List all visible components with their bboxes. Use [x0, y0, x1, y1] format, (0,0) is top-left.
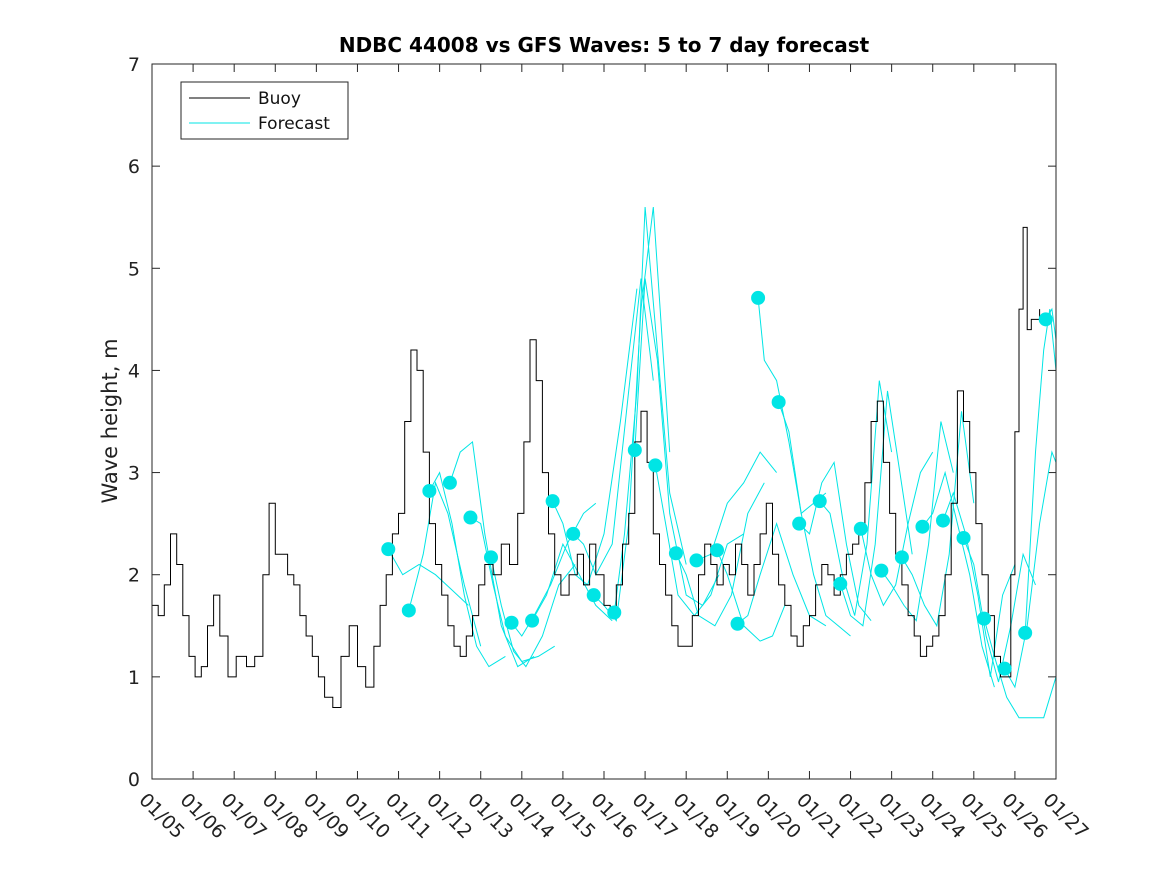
forecast-start-marker	[648, 458, 663, 473]
y-tick-label: 4	[128, 360, 140, 382]
forecast-series-line	[922, 470, 995, 688]
forecast-series-line	[449, 440, 535, 668]
forecast-start-marker	[792, 516, 807, 531]
forecast-start-marker	[874, 563, 889, 578]
forecast-series-line	[778, 401, 851, 637]
legend: Buoy Forecast	[180, 81, 349, 140]
plot-area	[152, 64, 1056, 779]
forecast-series-line	[860, 451, 934, 607]
forecast-start-marker	[504, 615, 519, 630]
forecast-series-line	[942, 491, 1016, 677]
forecast-start-marker	[915, 519, 930, 534]
forecast-start-marker	[607, 605, 622, 620]
forecast-start-marker	[751, 290, 766, 305]
forecast-start-marker	[977, 611, 992, 626]
y-axis: 0 1 2 3 4 5 6 7	[128, 54, 1056, 791]
forecast-series-line	[470, 517, 555, 663]
forecast-series-line	[798, 460, 872, 622]
forecast-start-marker	[1038, 312, 1053, 327]
forecast-start-marker	[566, 526, 581, 541]
forecast-start-marker	[668, 546, 683, 561]
forecast-start-marker	[730, 616, 745, 631]
forecast-series-line	[819, 380, 893, 616]
forecast-start-marker	[401, 603, 416, 618]
forecast-start-marker	[586, 588, 601, 603]
forecast-start-marker	[997, 661, 1012, 676]
y-tick-label: 7	[128, 54, 140, 76]
forecast-series-line	[675, 482, 765, 627]
y-tick-label: 5	[128, 258, 140, 280]
forecast-start-marker	[853, 521, 868, 536]
buoy-series-line	[152, 226, 1041, 708]
y-tick-label: 0	[128, 769, 140, 791]
y-tick-label: 1	[128, 667, 140, 689]
y-tick-label: 6	[128, 156, 140, 178]
forecast-series-line	[1024, 309, 1056, 633]
y-tick-label: 2	[128, 565, 140, 587]
forecast-series-line	[696, 451, 777, 561]
plot-frame	[151, 63, 1057, 780]
forecast-start-marker	[771, 395, 786, 410]
forecast-start-marker	[710, 543, 724, 558]
forecast-series-line	[880, 421, 954, 622]
forecast-start-marker	[956, 530, 971, 545]
forecast-series-line	[1004, 450, 1056, 689]
forecast-series-line	[572, 278, 654, 576]
forecast-series-line	[963, 537, 1036, 683]
forecast-series-line	[839, 390, 913, 627]
forecast-series-line	[490, 557, 576, 668]
forecast-start-marker	[545, 494, 560, 509]
forecast-series-line	[408, 480, 482, 647]
forecast-start-marker	[812, 494, 827, 509]
forecast-series-line	[511, 502, 597, 637]
forecast-start-marker	[525, 613, 540, 628]
forecast-start-marker	[894, 550, 909, 565]
forecast-start-marker	[689, 553, 704, 568]
forecast-start-marker	[442, 475, 457, 490]
chart-title: NDBC 44008 vs GFS Waves: 5 to 7 day fore…	[339, 33, 870, 57]
forecast-start-marker	[833, 576, 848, 591]
forecast-series-line	[716, 550, 786, 642]
forecast-start-marker	[1018, 625, 1033, 640]
forecast-start-marker	[936, 513, 950, 528]
legend-buoy-label: Buoy	[258, 89, 301, 109]
forecast-series-line	[387, 548, 469, 606]
legend-box	[180, 81, 349, 140]
legend-forecast-label: Forecast	[258, 114, 330, 134]
forecast-series-line	[901, 411, 975, 628]
series-layer	[152, 206, 1056, 719]
forecast-series-line	[613, 206, 687, 613]
forecast-series-line	[428, 471, 506, 668]
forecast-start-marker	[484, 550, 498, 565]
forecast-markers	[381, 290, 1053, 676]
y-axis-label: Wave height, m	[98, 338, 122, 503]
forecast-start-marker	[627, 443, 642, 458]
forecast-start-marker	[422, 483, 437, 498]
forecast-start-marker	[463, 510, 478, 525]
y-tick-label: 3	[128, 463, 140, 485]
forecast-start-marker	[381, 542, 396, 557]
